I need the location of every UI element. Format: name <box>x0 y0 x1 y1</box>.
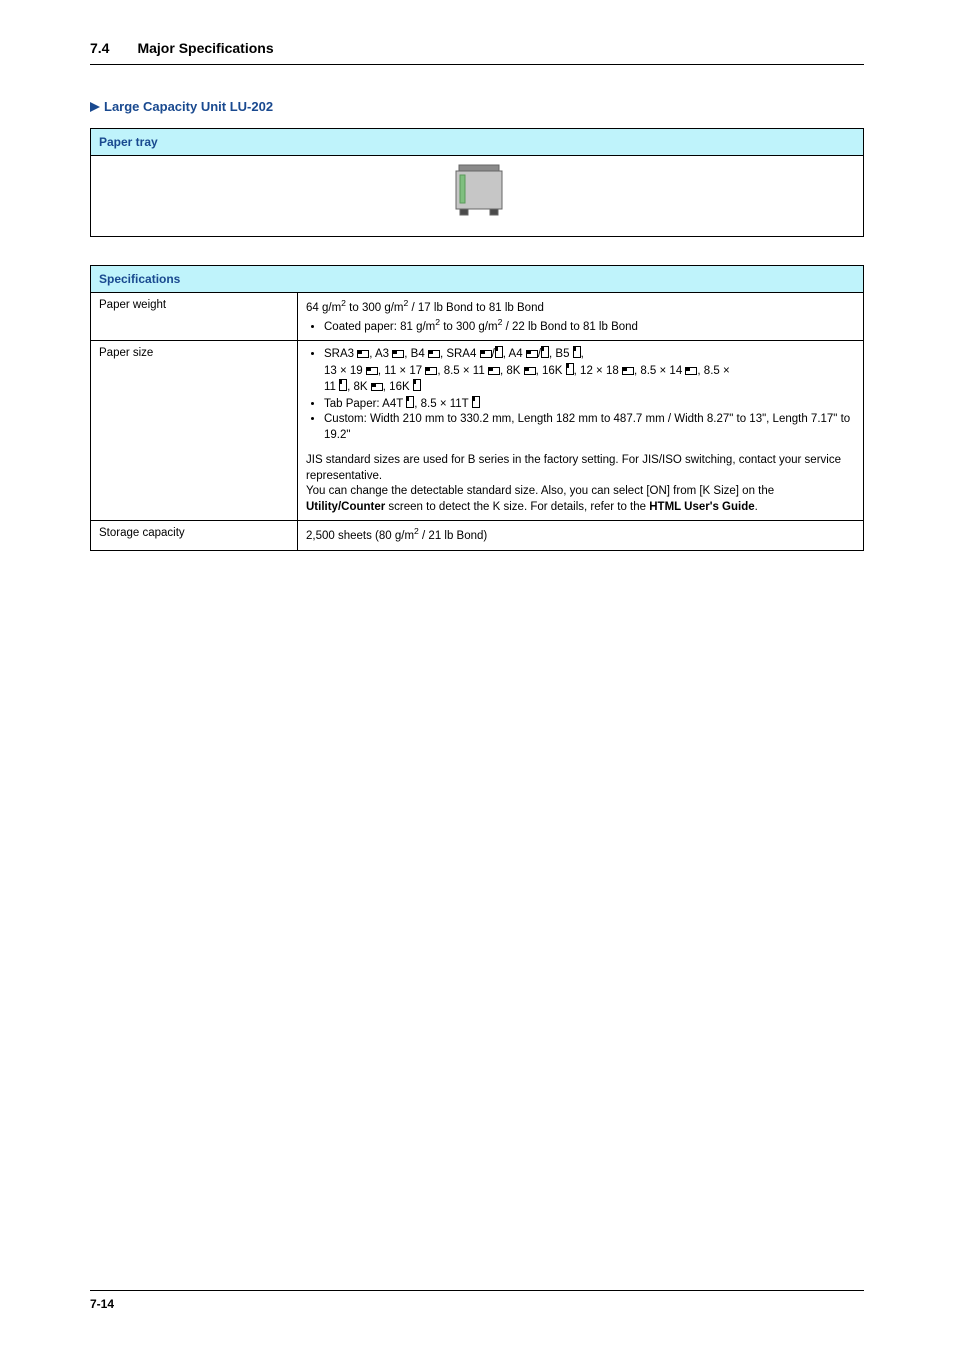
paper-tray-cell <box>91 156 864 237</box>
subheading: Large Capacity Unit LU-202 <box>104 99 273 114</box>
footer: 7-14 <box>90 1290 864 1311</box>
paper-size-note2: You can change the detectable standard s… <box>306 484 855 515</box>
page-number: 7-14 <box>90 1297 114 1311</box>
paper-weight-value: 64 g/m2 to 300 g/m2 / 17 lb Bond to 81 l… <box>298 293 864 341</box>
paper-size-label: Paper size <box>91 341 298 521</box>
section-number: 7.4 <box>90 40 109 56</box>
paper-size-line3: 11 , 8K , 16K <box>324 381 421 393</box>
list-item: Tab Paper: A4T , 8.5 × 11T <box>324 396 855 413</box>
specifications-header: Specifications <box>91 266 864 293</box>
paper-size-line2: 13 × 19 , 11 × 17 , 8.5 × 11 , 8K , 16K … <box>324 365 730 377</box>
list-item: SRA3 , A3 , B4 , SRA4 /, A4 /, B5 , 13 ×… <box>324 346 855 396</box>
section-title: Major Specifications <box>137 40 273 56</box>
list-item: Coated paper: 81 g/m2 to 300 g/m2 / 22 l… <box>324 317 855 335</box>
list-item: Custom: Width 210 mm to 330.2 mm, Length… <box>324 412 855 443</box>
paper-tray-table: Paper tray <box>90 128 864 237</box>
paper-weight-label: Paper weight <box>91 293 298 341</box>
paper-size-bullet1: SRA3 , A3 , B4 , SRA4 /, A4 /, B5 , <box>324 348 584 360</box>
paper-size-note1: JIS standard sizes are used for B series… <box>306 453 855 484</box>
page: 7.4 Major Specifications Large Capacity … <box>0 0 954 1351</box>
table-row: Paper size SRA3 , A3 , B4 , SRA4 /, A4 /… <box>91 341 864 521</box>
table-row: Paper weight 64 g/m2 to 300 g/m2 / 17 lb… <box>91 293 864 341</box>
paper-tray-icon <box>442 161 512 219</box>
text: 64 g/m2 to 300 g/m2 / 17 lb Bond to 81 l… <box>306 302 544 314</box>
storage-capacity-value: 2,500 sheets (80 g/m2 / 21 lb Bond) <box>298 521 864 550</box>
storage-capacity-label: Storage capacity <box>91 521 298 550</box>
paper-tray-header: Paper tray <box>91 129 864 156</box>
table-row: Storage capacity 2,500 sheets (80 g/m2 /… <box>91 521 864 550</box>
paper-size-bullet2: Tab Paper: A4T , 8.5 × 11T <box>324 398 480 410</box>
subheading-row: Large Capacity Unit LU-202 <box>90 99 864 114</box>
paper-size-value: SRA3 , A3 , B4 , SRA4 /, A4 /, B5 , 13 ×… <box>298 341 864 521</box>
specifications-table: Specifications Paper weight 64 g/m2 to 3… <box>90 265 864 550</box>
running-header: 7.4 Major Specifications <box>90 40 864 65</box>
triangle-icon <box>90 102 100 112</box>
